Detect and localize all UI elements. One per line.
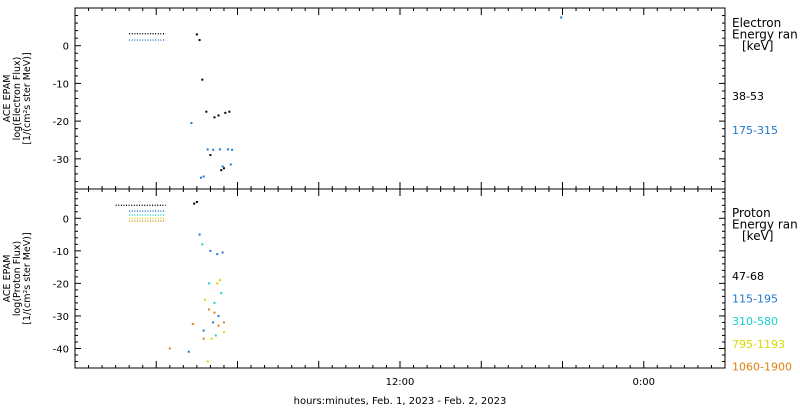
x-tick-label: 0:00 [633,377,655,388]
data-point [206,148,209,151]
data-point [198,233,201,236]
series-1060-1900 [129,220,225,350]
plot-frame [74,188,726,369]
series-310-580 [129,214,223,337]
series-115-195 [129,210,224,353]
data-point [220,292,223,295]
data-point [212,321,215,324]
legend-title: Proton [732,206,771,220]
data-point [228,110,231,113]
data-point [206,360,209,363]
data-point [201,243,204,246]
legend-item: 795-1193 [732,338,785,351]
data-point [221,251,224,254]
legend-item: 47-68 [732,270,764,283]
data-point [198,39,201,42]
data-point [208,282,211,285]
series-795-1193 [129,217,225,363]
data-point [202,337,205,340]
data-point [221,165,224,168]
data-point [187,350,190,353]
data-point [213,311,216,314]
series-175-315 [129,16,563,179]
data-point [209,249,212,252]
legend-title: Electron [732,16,781,30]
y-tick-label: -30 [53,312,69,323]
series-38-53 [129,32,231,172]
data-point [216,282,219,285]
y-tick-label: -20 [53,117,69,128]
data-point [199,176,202,179]
data-point [212,148,215,151]
data-point [210,337,213,340]
data-point [201,78,204,81]
x-axis-title: hours:minutes, Feb. 1, 2023 - Feb. 2, 20… [294,396,507,407]
y-axis-label: ACE EPAM [2,255,13,303]
legend-item: 175-315 [732,124,778,137]
data-point [216,253,219,256]
data-point [202,175,205,178]
series-47-68 [115,201,198,206]
y-tick-label: -40 [53,344,69,355]
data-point [191,323,194,326]
legend-title: Energy ran [732,218,798,232]
data-point [195,33,198,36]
data-point [195,201,198,204]
panel-0: 0 -10 -20 -30 ACE EPAM log(Electron Flux) [1/(… [2,7,798,190]
data-point [217,314,220,317]
legend-title: [keV] [742,229,773,243]
data-point [218,148,221,151]
data-point [560,16,563,19]
data-point [213,116,216,119]
data-point [231,148,234,151]
legend-item: 1060-1900 [732,360,792,373]
data-point [209,154,212,157]
y-tick-label: -10 [53,247,69,258]
panel-1: 0 -10 -20 -30 -40 12:00 0:00 ACE EPAM log(Proton… [2,188,798,388]
data-point [222,167,225,170]
y-tick-label: 0 [63,214,69,225]
x-tick-label: 12:00 [386,377,415,388]
legend-title: Energy ran [732,28,798,42]
data-point [222,331,225,334]
y-tick-label: -20 [53,279,69,290]
data-point [193,202,196,205]
y-axis-label: log(Electron Flux) [12,57,23,141]
data-point [224,111,227,114]
y-axis-label: log(Proton Flux) [12,241,23,316]
legend-title: [keV] [742,39,773,53]
data-point [213,301,216,304]
legend-item: 310-580 [732,315,778,328]
data-point [214,334,217,337]
y-tick-label: 0 [63,42,69,53]
data-point [205,110,208,113]
legend-item: 38-53 [732,90,764,103]
data-point [218,279,221,282]
y-axis-label: [1/(cm²s ster MeV)] [22,232,33,324]
data-point [229,163,232,166]
y-axis-label: [1/(cm²s ster MeV)] [22,52,33,144]
data-point [217,114,220,117]
data-point [208,308,211,311]
data-point [190,122,193,125]
y-tick-label: -30 [53,155,69,166]
data-point [220,169,223,172]
data-point [204,298,206,301]
data-point [222,321,225,324]
y-axis-label: ACE EPAM [2,75,13,123]
data-point [202,329,205,332]
data-point [227,148,230,151]
y-tick-label: -10 [53,79,69,90]
legend-item: 115-195 [732,293,778,306]
plot-frame [74,7,726,190]
data-point [168,347,171,350]
data-point [217,324,220,327]
